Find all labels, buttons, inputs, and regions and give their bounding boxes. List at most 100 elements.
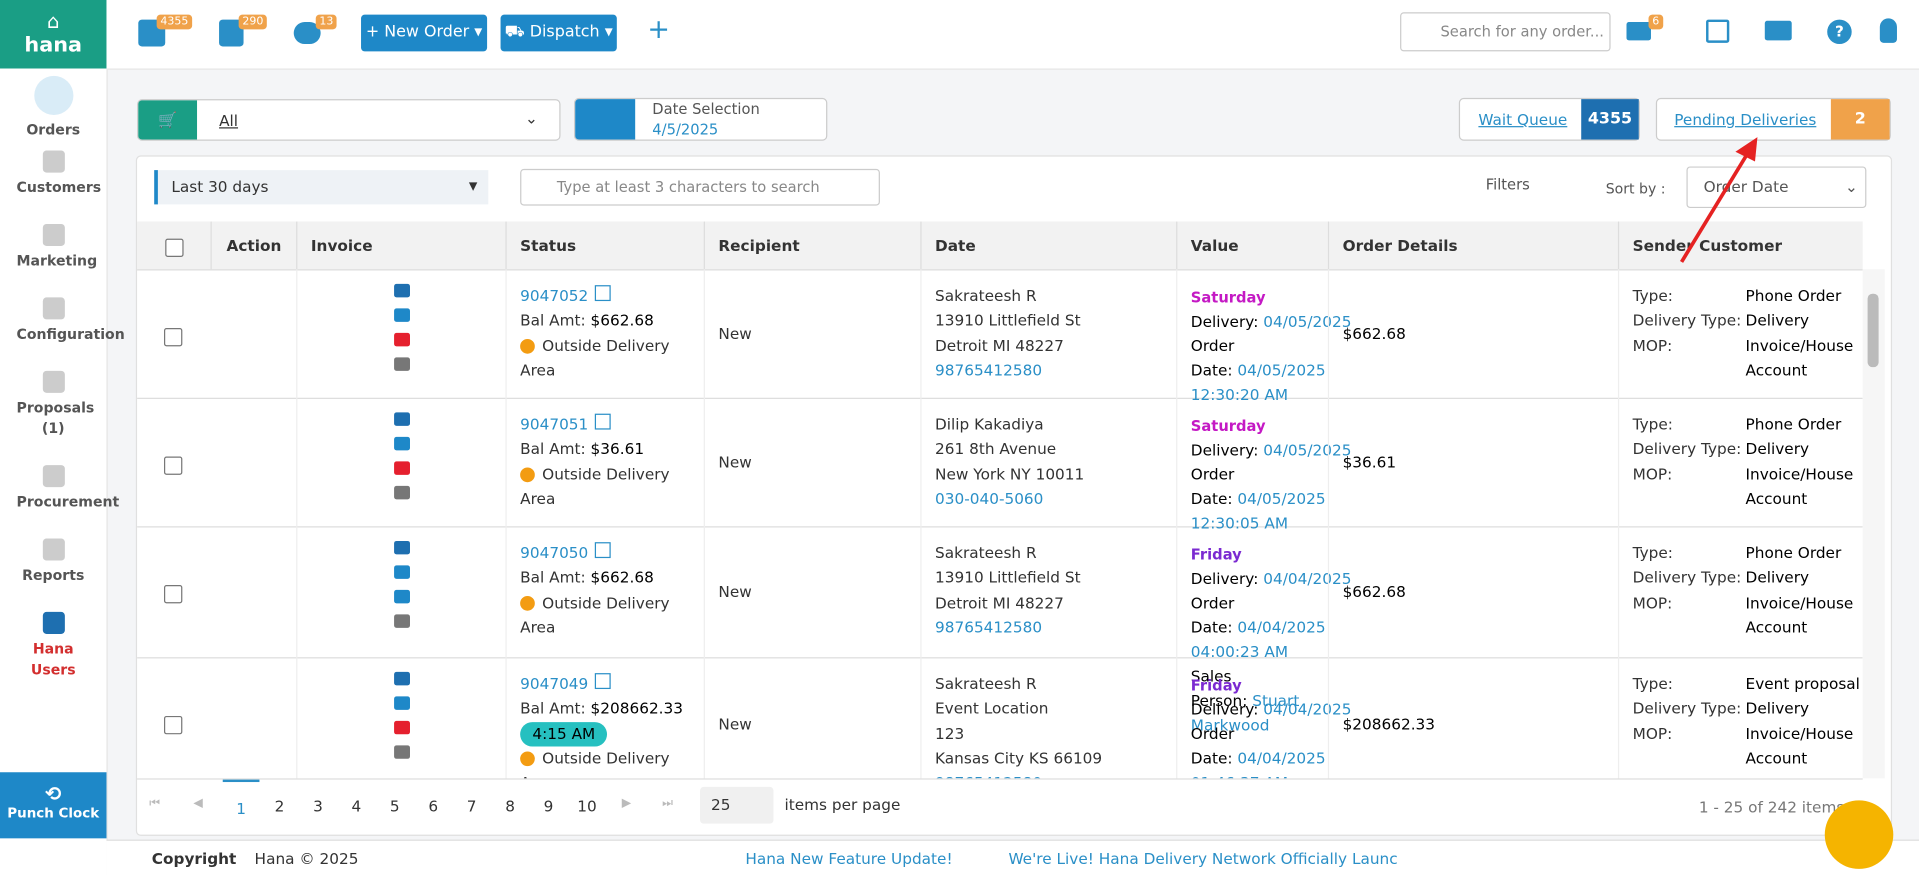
action-icon[interactable] — [393, 332, 410, 347]
nav-button[interactable]: ⏭ — [662, 796, 674, 811]
sidebar-item[interactable]: Customers — [0, 150, 106, 199]
calendar-icon[interactable] — [1706, 19, 1730, 43]
search-box[interactable]: Search for any order... — [1400, 12, 1611, 52]
wait-queue-button[interactable]: Wait Queue 4355 — [1458, 97, 1640, 141]
select-all-checkbox[interactable] — [165, 238, 184, 258]
punch-clock-button[interactable]: ⟲ Punch Clock — [0, 772, 107, 839]
order-row: 9047050 Bal Amt: $662.68 Outside Delivery A… — [137, 526, 1863, 734]
cell: Friday Delivery: 04/04/2025 Order Date: 04/0… — [1176, 526, 1351, 734]
page-button[interactable]: 10 — [577, 796, 597, 816]
page-button[interactable]: 5 — [389, 796, 400, 816]
label: Order Date: — [1190, 465, 1235, 508]
label: Dispatch — [529, 23, 600, 42]
label: Delivery: — [1190, 700, 1259, 719]
action-icon[interactable] — [393, 565, 410, 579]
pending-deliveries-button[interactable]: Pending Deliveries 2 — [1655, 97, 1891, 141]
phone[interactable]: 98765412580 — [935, 360, 1043, 380]
mail-icon[interactable] — [1626, 22, 1651, 41]
sidebar-item[interactable]: Orders — [0, 75, 106, 141]
phone[interactable]: 98765412580 — [935, 771, 1176, 779]
action-icon[interactable] — [393, 696, 410, 710]
nav-button[interactable]: ▶ — [621, 796, 632, 811]
store-select[interactable]: 🛒 All ⌄ — [137, 99, 561, 141]
label: Order Date: — [1190, 724, 1235, 768]
invoice-link[interactable]: 9047050 — [520, 543, 589, 562]
range-select[interactable]: Last 30 days ▼ — [154, 170, 489, 205]
cell: Type: Event proposal Delivery Type: Deliver… — [1617, 657, 1863, 779]
sidebar-item[interactable]: Reports — [0, 538, 106, 586]
time: 01:46:37 AM — [1191, 771, 1328, 778]
nav-button[interactable]: ◀ — [193, 796, 203, 811]
balance: $208662.33 — [590, 699, 684, 718]
label: Orders — [26, 121, 81, 139]
order-search[interactable]: Type at least 3 characters to search — [520, 168, 880, 206]
cell: 9047051 Bal Amt: $36.61 Outside Delivery Ar… — [505, 397, 703, 527]
per-page-select[interactable]: 25 — [700, 786, 774, 824]
action-icon[interactable] — [393, 357, 410, 371]
action-icon[interactable] — [393, 436, 410, 451]
row-checkbox[interactable] — [163, 456, 183, 475]
edit-icon[interactable] — [594, 542, 611, 559]
label: Configuration — [16, 325, 125, 343]
label: Customers — [16, 178, 102, 196]
user-icon[interactable] — [1879, 18, 1897, 43]
action-icon[interactable] — [393, 589, 410, 604]
filters-button[interactable]: Filters — [1485, 176, 1530, 194]
page-button[interactable]: 9 — [543, 796, 554, 816]
dispatch-button[interactable]: ⛟ Dispatch ▾ — [500, 14, 617, 52]
page-button[interactable]: 8 — [505, 796, 515, 816]
row-checkbox[interactable] — [163, 327, 183, 347]
row-checkbox[interactable] — [163, 585, 183, 604]
edit-icon[interactable] — [594, 285, 611, 302]
monitor-icon[interactable] — [1764, 20, 1792, 41]
row-checkbox[interactable] — [163, 715, 183, 735]
chat-icon[interactable] — [293, 22, 321, 45]
action-icon[interactable] — [393, 412, 410, 426]
action-icon[interactable] — [393, 614, 410, 628]
page-button[interactable]: 1 — [222, 779, 260, 836]
news-item[interactable]: We're Live! Hana Delivery Network Offici… — [1008, 849, 1398, 868]
new-order-button[interactable]: + New Order ▾ — [361, 14, 488, 52]
zone-dot — [520, 467, 535, 482]
page-button[interactable]: 2 — [274, 796, 285, 816]
help-icon[interactable]: ? — [1827, 19, 1852, 45]
summary: 1 - 25 of 242 items — [1698, 797, 1845, 817]
action-icon[interactable] — [393, 745, 410, 759]
action-icon[interactable] — [393, 308, 410, 322]
edit-icon[interactable] — [594, 673, 611, 690]
calendar-icon — [575, 99, 636, 140]
column-header: Sender Customer — [1617, 221, 1863, 270]
news-item[interactable]: Hana New Feature Update! — [745, 849, 953, 868]
page-button[interactable]: 4 — [351, 796, 362, 816]
page-button[interactable]: 6 — [428, 796, 439, 816]
logo[interactable]: ⌂ hana — [0, 0, 107, 69]
balance: $662.68 — [590, 568, 654, 587]
sidebar-item[interactable]: Marketing — [0, 223, 106, 272]
phone[interactable]: 030-040-5060 — [935, 489, 1044, 508]
action-icon[interactable] — [393, 283, 410, 298]
page-button[interactable]: 3 — [313, 796, 323, 816]
invoice-link[interactable]: 9047051 — [520, 414, 589, 434]
chat-button[interactable] — [1824, 800, 1894, 869]
page-button[interactable]: 7 — [466, 796, 477, 816]
recipient-line: Sakrateesh R — [935, 674, 1037, 693]
sidebar-item[interactable]: Hana Users — [0, 611, 106, 681]
edit-icon[interactable] — [594, 413, 611, 430]
nav-button[interactable]: ⏮ — [149, 796, 161, 811]
add-button[interactable]: + — [647, 14, 670, 46]
cell: 9047050 Bal Amt: $662.68 Outside Delivery A… — [505, 526, 703, 658]
invoice-link[interactable]: 9047049 — [520, 674, 589, 693]
action-icon[interactable] — [393, 720, 410, 735]
invoice-link[interactable]: 9047052 — [520, 286, 589, 305]
action-icon[interactable] — [393, 461, 410, 475]
date-selector[interactable]: Date Selection 4/5/2025 — [573, 97, 828, 141]
sidebar-item[interactable]: Configuration — [0, 297, 125, 345]
cell: $662.68 — [1327, 526, 1618, 658]
sidebar-item[interactable]: Proposals (1) — [0, 370, 106, 440]
sidebar-item[interactable]: Procurement — [0, 465, 119, 513]
action-icon[interactable] — [393, 485, 410, 500]
phone[interactable]: 98765412580 — [935, 617, 1043, 637]
action-icon[interactable] — [393, 540, 410, 555]
cell: Friday Delivery: 04/04/2025 Order Date: 04/0… — [1176, 657, 1351, 779]
action-icon[interactable] — [393, 671, 410, 686]
